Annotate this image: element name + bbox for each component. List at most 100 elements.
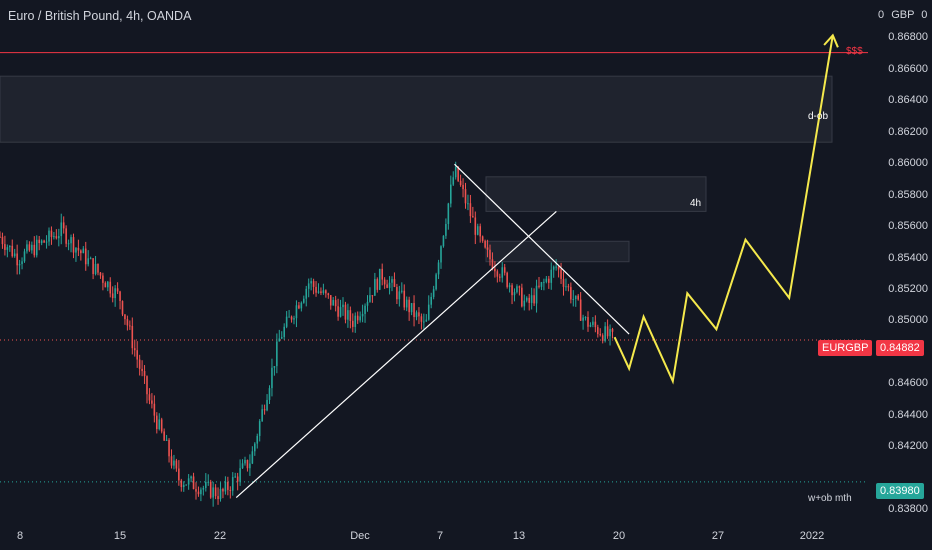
candle[interactable]: [413, 295, 415, 327]
candle[interactable]: [469, 194, 472, 223]
candle[interactable]: [55, 229, 58, 240]
candle[interactable]: [72, 233, 75, 259]
candle[interactable]: [584, 316, 587, 321]
candle[interactable]: [121, 300, 124, 317]
candle[interactable]: [224, 476, 227, 495]
candle[interactable]: [278, 329, 281, 342]
candle[interactable]: [440, 245, 442, 269]
candle[interactable]: [611, 327, 614, 339]
candle[interactable]: [239, 459, 241, 486]
candle[interactable]: [577, 293, 579, 301]
candle[interactable]: [599, 328, 602, 337]
candle[interactable]: [442, 235, 445, 248]
currency-selector[interactable]: 0 GBP 0: [878, 9, 927, 21]
candle[interactable]: [356, 311, 359, 324]
candle[interactable]: [129, 320, 131, 330]
candle[interactable]: [258, 419, 261, 442]
candle[interactable]: [533, 288, 535, 307]
candle[interactable]: [40, 239, 43, 246]
candle[interactable]: [107, 280, 109, 292]
candle[interactable]: [486, 239, 489, 258]
candle[interactable]: [229, 486, 232, 499]
candle[interactable]: [89, 256, 92, 260]
candle[interactable]: [283, 323, 285, 340]
candle[interactable]: [589, 322, 592, 328]
candle[interactable]: [153, 395, 156, 423]
candle[interactable]: [227, 476, 229, 496]
candle[interactable]: [263, 404, 266, 415]
candle[interactable]: [332, 297, 334, 306]
candle[interactable]: [344, 301, 347, 324]
candle[interactable]: [116, 282, 119, 295]
candle[interactable]: [317, 283, 320, 294]
candle[interactable]: [528, 293, 530, 311]
candle[interactable]: [175, 458, 178, 472]
candle[interactable]: [138, 354, 141, 376]
candle[interactable]: [35, 235, 38, 258]
candle[interactable]: [249, 454, 251, 476]
candle[interactable]: [405, 296, 408, 312]
candle[interactable]: [234, 472, 236, 478]
candle[interactable]: [82, 246, 85, 254]
candle[interactable]: [131, 317, 134, 355]
candle[interactable]: [361, 304, 364, 323]
candle[interactable]: [432, 285, 435, 300]
candle[interactable]: [501, 262, 504, 283]
candle[interactable]: [109, 277, 112, 298]
candle[interactable]: [383, 277, 386, 289]
candle[interactable]: [276, 333, 278, 374]
candle[interactable]: [23, 248, 26, 263]
candle[interactable]: [33, 236, 36, 258]
candle[interactable]: [104, 281, 107, 288]
candle[interactable]: [50, 226, 53, 245]
candle[interactable]: [565, 278, 567, 291]
candle[interactable]: [506, 271, 508, 289]
candle[interactable]: [418, 307, 420, 325]
candle[interactable]: [295, 300, 298, 328]
candle[interactable]: [1, 232, 4, 249]
candle[interactable]: [241, 459, 244, 469]
candle[interactable]: [354, 312, 357, 333]
candle[interactable]: [557, 264, 560, 278]
candle[interactable]: [322, 283, 325, 295]
candle[interactable]: [197, 486, 200, 497]
candle[interactable]: [386, 279, 388, 289]
candle[interactable]: [464, 182, 467, 209]
candle[interactable]: [141, 360, 143, 377]
candle[interactable]: [445, 218, 447, 239]
candle[interactable]: [192, 472, 195, 490]
candle[interactable]: [13, 248, 16, 258]
candle[interactable]: [273, 366, 276, 376]
candle[interactable]: [560, 262, 562, 284]
projection-path[interactable]: [613, 35, 834, 385]
candle[interactable]: [401, 282, 403, 294]
candle[interactable]: [80, 249, 82, 261]
candle[interactable]: [236, 472, 239, 491]
candle[interactable]: [376, 277, 379, 293]
candle[interactable]: [329, 295, 332, 310]
candle[interactable]: [148, 388, 151, 405]
candle[interactable]: [601, 333, 604, 344]
candle[interactable]: [369, 287, 371, 303]
candle[interactable]: [606, 319, 609, 339]
candle[interactable]: [543, 278, 545, 291]
candle[interactable]: [126, 315, 129, 331]
candle[interactable]: [18, 259, 21, 275]
candle[interactable]: [244, 456, 246, 466]
candle[interactable]: [38, 235, 40, 251]
candle[interactable]: [173, 454, 175, 470]
candle[interactable]: [45, 235, 48, 249]
candle[interactable]: [339, 299, 342, 318]
candle[interactable]: [496, 269, 499, 283]
candle[interactable]: [94, 255, 97, 276]
candle[interactable]: [254, 442, 256, 456]
candle[interactable]: [435, 272, 437, 291]
candle[interactable]: [447, 202, 450, 230]
candle[interactable]: [450, 175, 452, 208]
candle[interactable]: [124, 314, 126, 325]
candle[interactable]: [310, 277, 312, 291]
candle[interactable]: [513, 288, 516, 302]
candle[interactable]: [256, 433, 259, 449]
candle[interactable]: [0, 231, 1, 238]
